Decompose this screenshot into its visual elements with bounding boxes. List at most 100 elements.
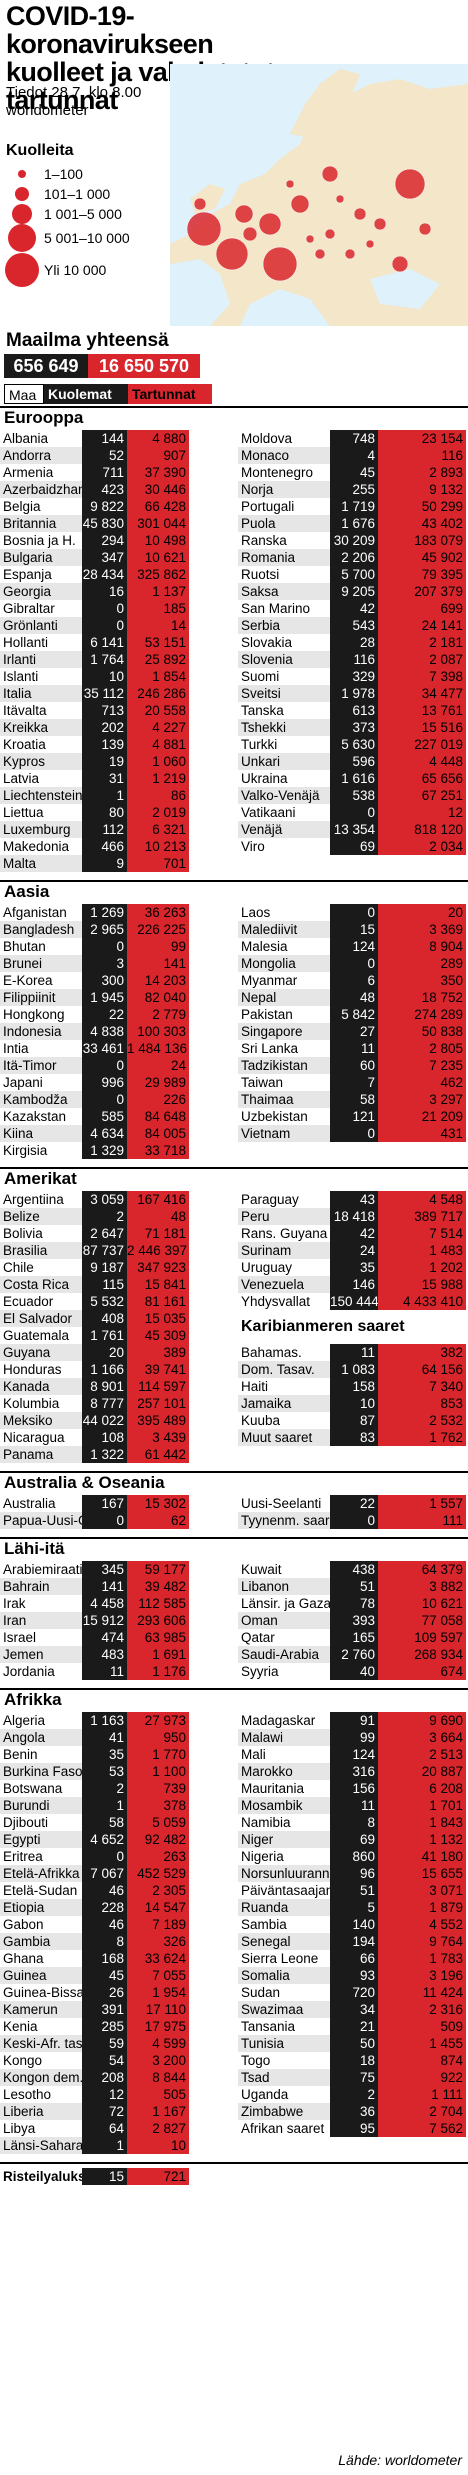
country-name: Kanada xyxy=(0,1378,82,1395)
country-name: Kongo xyxy=(3,2053,43,2068)
country-name: Senegal xyxy=(238,1933,330,1950)
country-name: Azerbaidzhan xyxy=(0,481,82,498)
deaths-value: 316 xyxy=(330,1763,378,1780)
country-name: Guatemala xyxy=(3,1328,70,1343)
country-name: Moldova xyxy=(241,431,293,446)
cases-value: 462 xyxy=(378,1074,466,1091)
country-name: Somalia xyxy=(238,1967,330,1984)
deaths-value: 22 xyxy=(82,1006,127,1023)
deaths-value: 7 xyxy=(330,1074,378,1091)
cases-value: 4 881 xyxy=(127,736,189,753)
cases-value: 63 985 xyxy=(127,1629,189,1646)
country-name: Sudan xyxy=(241,1985,281,2000)
cases-value: 99 xyxy=(127,938,189,955)
country-name: Malediivit xyxy=(238,921,330,938)
country-name: Norsunluurann. xyxy=(238,1865,330,1882)
cases-value: 1 854 xyxy=(127,668,189,685)
cases-value: 7 398 xyxy=(378,668,466,685)
deaths-value: 4 458 xyxy=(82,1595,127,1612)
deaths-value: 1 945 xyxy=(82,989,127,1006)
deaths-value: 54 xyxy=(82,2052,127,2069)
cases-value: 6 208 xyxy=(378,1780,466,1797)
deaths-value: 96 xyxy=(330,1865,378,1882)
table-row: Dom. Tasav. 1 083 64 156 xyxy=(238,1361,466,1378)
country-name: Viro xyxy=(241,839,265,854)
deaths-value: 35 112 xyxy=(82,685,127,702)
cases-value: 4 599 xyxy=(127,2035,189,2052)
cases-value: 874 xyxy=(378,2052,466,2069)
deaths-value: 30 209 xyxy=(330,532,378,549)
country-name: Argentiina xyxy=(3,1192,64,1207)
country-name: Kroatia xyxy=(3,737,46,752)
country-name: Pakistan xyxy=(241,1007,293,1022)
cases-value: 18 752 xyxy=(378,989,466,1006)
deaths-value: 2 206 xyxy=(330,549,378,566)
cases-value: 2 316 xyxy=(378,2001,466,2018)
deaths-value: 4 634 xyxy=(82,1125,127,1142)
country-name: Etiopia xyxy=(0,1899,82,1916)
deaths-value: 8 xyxy=(82,1933,127,1950)
deaths-value: 713 xyxy=(82,702,127,719)
table-row: Haiti 158 7 340 xyxy=(238,1378,466,1395)
country-name: Iran xyxy=(0,1612,82,1629)
country-name: Georgia xyxy=(0,583,82,600)
deaths-value: 33 461 xyxy=(82,1040,127,1057)
cases-value: 14 547 xyxy=(127,1899,189,1916)
deaths-value: 11 xyxy=(330,1040,378,1057)
cases-value: 23 154 xyxy=(378,430,466,447)
cases-value: 2 181 xyxy=(378,634,466,651)
cases-value: 452 529 xyxy=(127,1865,189,1882)
table-row: Rans. Guyana 42 7 514 xyxy=(238,1225,466,1242)
cases-value: 2 305 xyxy=(127,1882,189,1899)
cases-value: 347 923 xyxy=(127,1259,189,1276)
deaths-value: 140 xyxy=(330,1916,378,1933)
deaths-value: 51 xyxy=(330,1578,378,1595)
cases-value: 950 xyxy=(127,1729,189,1746)
country-name: Peru xyxy=(238,1208,330,1225)
deaths-value: 60 xyxy=(330,1057,378,1074)
country-name: Muut saaret xyxy=(238,1429,330,1446)
country-name: Gambia xyxy=(0,1933,82,1950)
cases-value: 109 597 xyxy=(378,1629,466,1646)
country-name: Myanmar xyxy=(241,973,298,988)
cases-value: 4 548 xyxy=(378,1191,466,1208)
cases-value: 53 151 xyxy=(127,634,189,651)
deaths-value: 15 912 xyxy=(82,1612,127,1629)
cases-value: 1 137 xyxy=(127,583,189,600)
cases-value: 15 302 xyxy=(127,1495,189,1512)
cases-value: 50 838 xyxy=(378,1023,466,1040)
country-name: Italia xyxy=(0,685,82,702)
cases-value: 20 xyxy=(378,904,466,921)
country-name: Kenia xyxy=(3,2019,38,2034)
cases-value: 382 xyxy=(378,1344,466,1361)
deaths-value: 1 761 xyxy=(82,1327,127,1344)
deaths-value: 59 xyxy=(82,2035,127,2052)
country-name: Meksiko xyxy=(0,1412,82,1429)
country-name: Botswana xyxy=(3,1781,63,1796)
deaths-value: 43 xyxy=(330,1191,378,1208)
cases-value: 141 xyxy=(127,955,189,972)
cases-value: 3 071 xyxy=(378,1882,466,1899)
country-name: Ecuador xyxy=(3,1294,54,1309)
cases-value: 36 263 xyxy=(127,904,189,921)
deaths-value: 373 xyxy=(330,719,378,736)
cases-value: 24 xyxy=(127,1057,189,1074)
cases-value: 17 975 xyxy=(127,2018,189,2035)
country-name: Etelä-Sudan xyxy=(3,1883,78,1898)
deaths-value: 9 187 xyxy=(82,1259,127,1276)
cases-value: 79 395 xyxy=(378,566,466,583)
country-name: Mongolia xyxy=(238,955,330,972)
deaths-value: 5 xyxy=(330,1899,378,1916)
country-name: Dom. Tasav. xyxy=(238,1361,330,1378)
country-name: Brunei xyxy=(0,955,82,972)
deaths-value: 748 xyxy=(330,430,378,447)
deaths-value: 1 676 xyxy=(330,515,378,532)
deaths-value: 9 205 xyxy=(330,583,378,600)
country-name: Vietnam xyxy=(238,1125,330,1142)
deaths-value: 69 xyxy=(330,1831,378,1848)
cases-value: 7 340 xyxy=(378,1378,466,1395)
country-name: Liberia xyxy=(0,2103,82,2120)
deaths-value: 9 xyxy=(82,855,127,872)
region-section: Australia & Oseania xyxy=(0,1471,468,1495)
cases-value: 4 448 xyxy=(378,753,466,770)
